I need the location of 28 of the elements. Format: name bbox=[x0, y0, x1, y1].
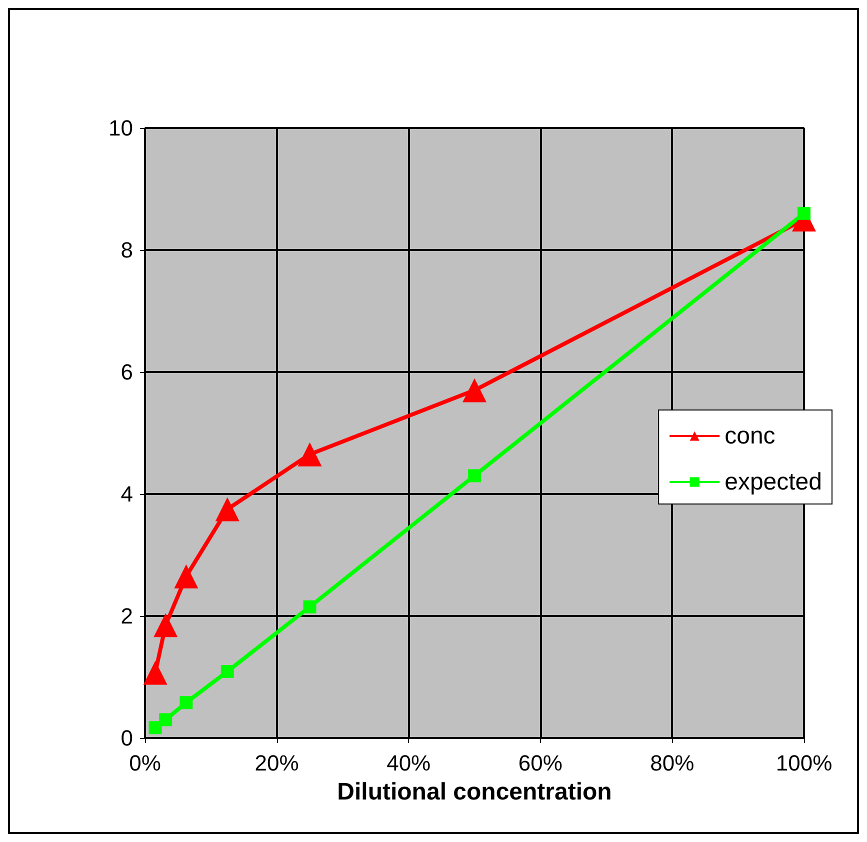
x-tick-label: 0% bbox=[129, 750, 161, 776]
point bbox=[154, 613, 178, 638]
point bbox=[220, 665, 234, 678]
point bbox=[174, 564, 198, 588]
y-tick-label: 6 bbox=[120, 360, 133, 384]
y-tick-label: 8 bbox=[120, 238, 133, 262]
point bbox=[148, 721, 162, 734]
point bbox=[303, 600, 316, 614]
x-tick-label: 20% bbox=[254, 750, 299, 776]
legend-label: expected bbox=[724, 468, 822, 496]
x-tick-label: 60% bbox=[518, 750, 562, 776]
x-tick-label: 80% bbox=[650, 750, 694, 776]
x-tick-label: 40% bbox=[386, 750, 431, 776]
x-tick-label: 100% bbox=[776, 750, 832, 776]
y-tick-label: 0 bbox=[120, 726, 133, 750]
y-tick-label: 10 bbox=[108, 116, 133, 140]
y-tick-label: 2 bbox=[120, 604, 133, 628]
point bbox=[462, 378, 486, 402]
point bbox=[298, 442, 322, 466]
point bbox=[468, 469, 481, 482]
point bbox=[180, 696, 193, 710]
x-axis-title: Dilutional concentration bbox=[337, 778, 612, 806]
point bbox=[159, 713, 172, 726]
y-tick-label: 4 bbox=[120, 482, 133, 506]
legend-label: conc bbox=[724, 422, 776, 450]
point bbox=[215, 497, 240, 522]
point bbox=[798, 206, 810, 220]
point bbox=[143, 660, 168, 685]
